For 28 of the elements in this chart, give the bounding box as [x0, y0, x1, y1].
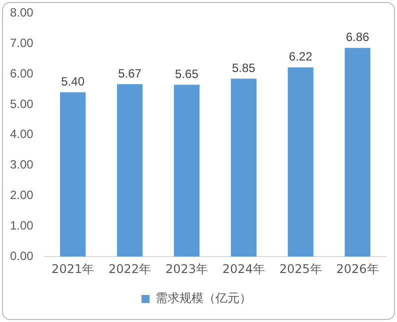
bar	[230, 78, 256, 257]
y-tick-label: 5.00	[10, 96, 34, 111]
text: 5.40	[61, 74, 85, 89]
legend-label: 需求规模（亿元）	[156, 291, 252, 306]
y-tick-label: 3.00	[10, 158, 34, 172]
x-tick-label: 2023年	[165, 262, 208, 276]
bar	[288, 67, 314, 257]
x-tick-label: 2022年	[108, 262, 152, 276]
text: 5.67	[118, 66, 142, 80]
x-tick-label: 2021年	[52, 262, 94, 276]
y-tick-label: 8.00	[10, 6, 34, 20]
text: 5.85	[232, 60, 256, 75]
y-tick-label: 1.00	[10, 218, 34, 232]
bar	[174, 84, 200, 257]
x-tick-label: 2024年	[222, 262, 265, 276]
x-tick-label: 2025年	[279, 262, 322, 276]
y-tick-label: 7.00	[10, 36, 34, 50]
bar	[344, 48, 370, 257]
y-tick-label: 0.00	[10, 248, 34, 263]
text: 6.86	[346, 30, 370, 44]
x-tick-label: 2026年	[336, 262, 379, 276]
text: 6.22	[288, 50, 312, 64]
text: 5.65	[175, 67, 198, 82]
y-tick-label: 4.00	[10, 127, 34, 142]
bar	[116, 84, 143, 257]
bar	[60, 92, 86, 257]
y-tick-label: 6.00	[10, 66, 34, 80]
y-tick-label: 2.00	[10, 188, 34, 202]
